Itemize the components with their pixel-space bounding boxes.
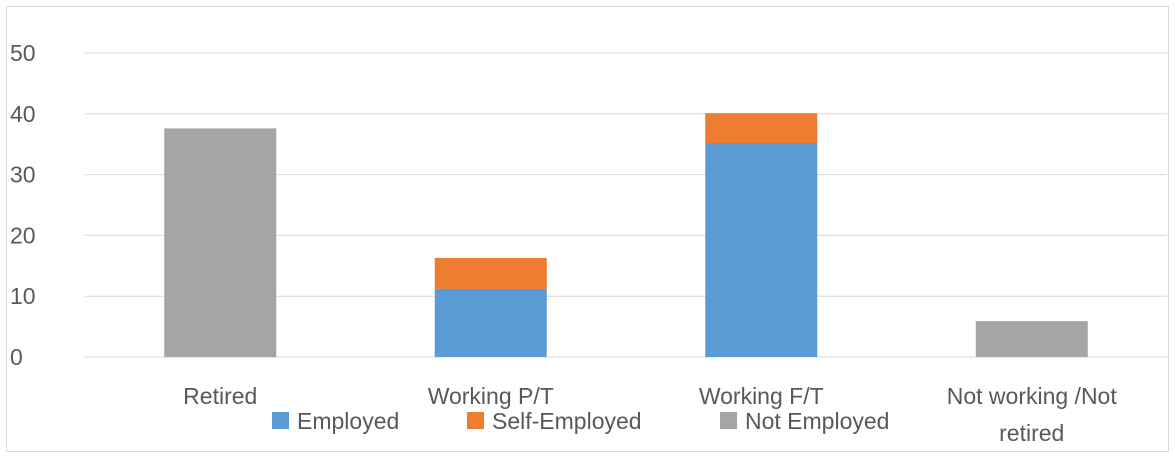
bar-working-f-t-employed [705, 142, 818, 357]
x-category-label: Working P/T [428, 383, 554, 409]
bar-not-working-not-retired-not-employed [975, 321, 1088, 357]
bar-retired-not-employed [164, 128, 277, 357]
x-category-label: Retired [183, 383, 257, 409]
x-category-label-line: Working F/T [699, 383, 824, 409]
y-tick-label-10: 10 [10, 283, 36, 309]
x-category-label-line: Not working /Not [947, 383, 1118, 409]
chart-border [6, 6, 1169, 452]
legend-swatch [720, 412, 737, 429]
x-category-label: Working F/T [699, 383, 824, 409]
legend-label: Not Employed [745, 408, 889, 434]
legend-swatch [272, 412, 289, 429]
x-category-label-line: Retired [183, 383, 257, 409]
bar-working-f-t-self-employed [705, 113, 818, 143]
x-category-label-line: Working P/T [428, 383, 554, 409]
y-tick-label-30: 30 [10, 162, 36, 188]
x-category-label: Not working /Not retired [947, 383, 1118, 446]
y-tick-label-40: 40 [10, 101, 36, 127]
bars [164, 113, 1088, 357]
legend-label: Employed [297, 408, 399, 434]
legend: Employed Self-Employed Not Employed [272, 408, 889, 434]
legend-swatch [467, 412, 484, 429]
y-tick-label-50: 50 [10, 40, 36, 66]
x-category-label-line: retired [999, 420, 1064, 446]
legend-label: Self-Employed [492, 408, 642, 434]
y-tick-label-20: 20 [10, 222, 36, 248]
y-axis-ticks: 0 10 20 30 40 50 [10, 40, 36, 370]
bar-working-p-t-employed [434, 288, 547, 357]
x-axis-categories: Retired Working P/T Working F/T Not working… [183, 383, 1117, 446]
y-tick-label-0: 0 [10, 344, 23, 370]
bar-working-p-t-self-employed [434, 257, 547, 289]
